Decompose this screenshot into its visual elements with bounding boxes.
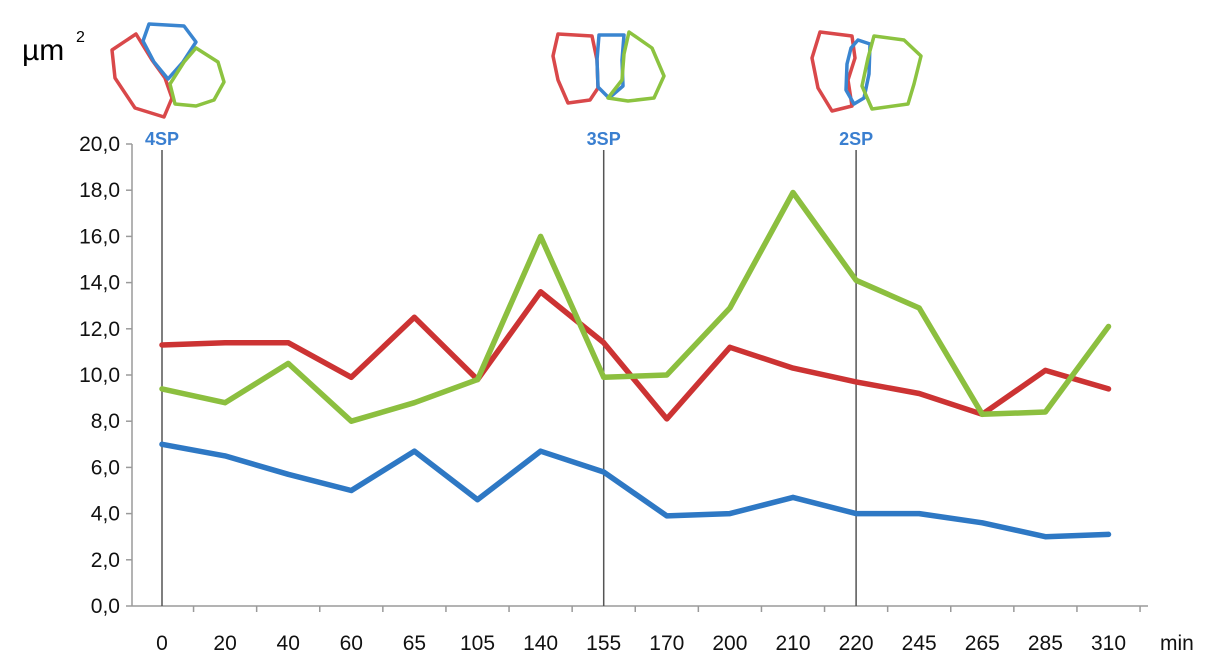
y-tick-label: 2,0 bbox=[91, 549, 120, 572]
data-point-series-0 bbox=[538, 289, 544, 295]
y-tick-label: 12,0 bbox=[79, 318, 120, 341]
y-tick-label: 6,0 bbox=[91, 456, 120, 479]
data-point-series-2 bbox=[1042, 534, 1048, 540]
data-point-series-1 bbox=[664, 372, 670, 378]
data-point-series-1 bbox=[1106, 323, 1111, 329]
x-tick-label: 0 bbox=[156, 632, 168, 655]
data-point-series-1 bbox=[1042, 409, 1048, 415]
data-point-series-1 bbox=[222, 400, 228, 406]
x-tick-label: 140 bbox=[523, 632, 558, 655]
x-tick-label: 220 bbox=[839, 632, 874, 655]
data-point-series-2 bbox=[601, 469, 607, 475]
data-point-series-0 bbox=[664, 416, 670, 422]
cell-shape-icon-3sp bbox=[551, 30, 666, 105]
data-point-series-0 bbox=[853, 379, 859, 385]
stage-marker-label: 2SP bbox=[839, 129, 873, 149]
data-point-series-1 bbox=[601, 374, 607, 380]
data-point-series-0 bbox=[601, 340, 607, 346]
data-point-series-1 bbox=[979, 411, 985, 417]
cell-shape-icon-4sp bbox=[110, 22, 226, 119]
cell-shape-icon-2sp bbox=[810, 30, 923, 113]
data-point-series-0 bbox=[790, 365, 796, 371]
x-tick-label: 170 bbox=[649, 632, 684, 655]
data-point-series-1 bbox=[411, 400, 417, 406]
x-tick-label: 65 bbox=[403, 632, 426, 655]
data-point-series-0 bbox=[916, 390, 922, 396]
x-tick-label: 155 bbox=[586, 632, 621, 655]
x-tick-label: 20 bbox=[213, 632, 236, 655]
data-point-series-2 bbox=[159, 441, 165, 447]
x-tick-label: 245 bbox=[902, 632, 937, 655]
series-line-1 bbox=[159, 189, 1112, 424]
data-point-series-0 bbox=[159, 342, 165, 348]
series-line-2 bbox=[159, 441, 1112, 540]
data-point-series-2 bbox=[411, 448, 417, 454]
data-point-series-0 bbox=[348, 374, 354, 380]
data-point-series-1 bbox=[790, 190, 796, 196]
data-point-series-1 bbox=[727, 305, 733, 311]
data-point-series-2 bbox=[285, 471, 291, 477]
x-tick-label: 200 bbox=[712, 632, 747, 655]
data-point-series-0 bbox=[1042, 367, 1048, 373]
data-point-series-1 bbox=[159, 386, 165, 392]
y-tick-label: 16,0 bbox=[79, 225, 120, 248]
data-point-series-1 bbox=[348, 418, 354, 424]
y-tick-label: 14,0 bbox=[79, 272, 120, 295]
x-unit-label: min bbox=[1160, 632, 1194, 655]
data-point-series-2 bbox=[916, 511, 922, 517]
data-point-series-0 bbox=[411, 314, 417, 320]
y-tick-label: 0,0 bbox=[91, 595, 120, 618]
y-tick-label: 10,0 bbox=[79, 364, 120, 387]
data-point-series-1 bbox=[538, 233, 544, 239]
data-point-series-1 bbox=[853, 277, 859, 283]
data-point-series-2 bbox=[790, 494, 796, 500]
y-tick-label: 4,0 bbox=[91, 503, 120, 526]
x-tick-label: 60 bbox=[340, 632, 363, 655]
stage-marker-label: 4SP bbox=[145, 129, 179, 149]
x-tick-label: 265 bbox=[965, 632, 1000, 655]
y-unit-superscript: 2 bbox=[76, 29, 85, 46]
data-point-series-2 bbox=[348, 488, 354, 493]
data-point-series-1 bbox=[285, 360, 291, 366]
y-axis-ticks: 0,0 2,0 4,0 6,0 8,0 10,0 12,0 14,0 16,0 18,0 20,0 bbox=[79, 133, 132, 618]
data-point-series-2 bbox=[979, 520, 985, 526]
x-tick-label: 285 bbox=[1028, 632, 1063, 655]
x-tick-label: 40 bbox=[277, 632, 300, 655]
data-point-series-0 bbox=[727, 344, 733, 350]
series-lines bbox=[159, 189, 1112, 540]
data-point-series-1 bbox=[916, 305, 922, 311]
x-tick-label: 310 bbox=[1091, 632, 1126, 655]
x-axis-ticks: 0 20 40 60 65 105 140 155 170 200 210 220 245 265 285 3… bbox=[156, 606, 1141, 655]
y-tick-label: 8,0 bbox=[91, 410, 120, 433]
data-point-series-2 bbox=[1106, 531, 1111, 537]
data-point-series-2 bbox=[222, 453, 228, 459]
series-line-0 bbox=[159, 289, 1112, 422]
data-point-series-2 bbox=[727, 511, 733, 517]
stage-marker-label: 3SP bbox=[587, 129, 621, 149]
y-unit-label: µm bbox=[22, 34, 64, 67]
data-point-series-2 bbox=[538, 448, 544, 454]
data-point-series-0 bbox=[1106, 386, 1111, 392]
data-point-series-2 bbox=[475, 497, 480, 503]
y-tick-label: 20,0 bbox=[79, 133, 120, 156]
x-tick-label: 105 bbox=[460, 632, 495, 655]
data-point-series-2 bbox=[664, 513, 670, 519]
data-point-series-0 bbox=[222, 340, 228, 346]
x-tick-label: 210 bbox=[775, 632, 810, 655]
stage-markers: 4SP 3SP 2SP bbox=[145, 129, 873, 606]
data-point-series-0 bbox=[285, 340, 291, 346]
data-point-series-1 bbox=[475, 377, 480, 383]
data-point-series-2 bbox=[853, 511, 859, 517]
y-tick-label: 18,0 bbox=[79, 179, 120, 202]
